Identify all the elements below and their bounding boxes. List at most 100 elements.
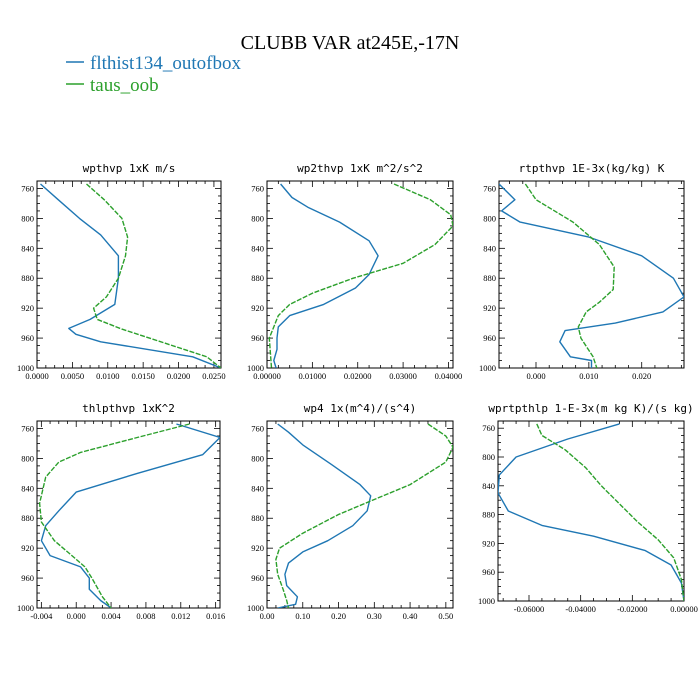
plot-frame: [266, 180, 454, 369]
x-tick-label: 0.012: [171, 611, 190, 621]
panels: wpthvp 1xK m/s76080084088092096010000.00…: [17, 162, 698, 621]
y-tick-label: 800: [251, 213, 264, 223]
legend: flthist134_outofbox taus_oob: [66, 53, 241, 96]
panel-2: wp2thvp 1xK m^2/s^2 760 800 840 880 920 960 100…: [247, 162, 462, 381]
series-group: [268, 183, 453, 368]
y-tick-label: 880: [482, 510, 495, 520]
legend-label-outofbox: flthist134_outofbox: [90, 53, 241, 74]
legend-label-taus: taus_oob: [90, 75, 159, 96]
panel-1: wpthvp 1xK m/s76080084088092096010000.00…: [17, 162, 226, 381]
series-group: [275, 423, 453, 608]
x-tick-label: 0.000: [526, 371, 545, 381]
series-line-outofbox: [498, 423, 684, 601]
y-tick-label: 800: [251, 453, 264, 463]
y-tick-label: 920: [251, 543, 264, 553]
y-tick-label: 840: [21, 243, 34, 253]
y-tick-label: 1000: [478, 596, 495, 606]
x-tick-label: 0.016: [206, 611, 225, 621]
panel-title: wpthvp 1xK m/s: [83, 162, 176, 175]
x-tick-label: 0.00: [260, 611, 275, 621]
figure-title: CLUBB VAR at245E,-17N: [241, 32, 460, 54]
y-tick-label: 920: [483, 303, 496, 313]
y-tick-label: 880: [21, 273, 34, 283]
y-tick-label: 960: [21, 333, 34, 343]
panel-4: thlpthvp 1xK^2 760 800 840 880 920 960 1000-0.0…: [17, 402, 225, 621]
y-tick-label: 800: [482, 452, 495, 462]
series-line-outofbox: [499, 183, 684, 368]
x-tick-label: 0.01000: [299, 371, 327, 381]
panel-title: wp2thvp 1xK m^2/s^2: [297, 162, 423, 175]
y-tick-label: 920: [251, 303, 264, 313]
x-tick-label: 0.03000: [389, 371, 417, 381]
x-tick-label: -0.04000: [565, 604, 595, 614]
y-tick-label: 1000: [17, 363, 34, 373]
x-tick-label: 0.010: [579, 371, 598, 381]
series-line-taus: [524, 183, 615, 368]
plot-frame: [36, 420, 221, 609]
y-tick-label: 920: [21, 543, 34, 553]
series-line-outofbox: [277, 423, 372, 608]
panel-3: rtpthvp 1E-3x(kg/kg) K 760 800 840 880 920 960…: [479, 162, 685, 381]
panel-title: rtpthvp 1E-3x(kg/kg) K: [519, 162, 665, 175]
x-tick-label: 0.0100: [96, 371, 119, 381]
x-tick-label: 0.50: [438, 611, 453, 621]
x-tick-label: 0.30: [367, 611, 382, 621]
panel-6: wprtpthlp 1-E-3x(m kg K)/(s kg) 760 800 840…: [478, 402, 698, 614]
y-tick-label: 840: [21, 483, 34, 493]
x-tick-label: 0.0000: [25, 371, 48, 381]
y-tick-label: 960: [482, 567, 495, 577]
y-tick-label: 800: [21, 213, 34, 223]
series-line-taus: [536, 423, 684, 601]
x-tick-label: 0.04000: [435, 371, 463, 381]
x-tick-label: 0.0050: [61, 371, 84, 381]
y-tick-label: 760: [482, 423, 495, 433]
y-tick-label: 1000: [247, 363, 264, 373]
panel-5: wp4 1x(m^4)/(s^4)76080084088092096010000…: [247, 402, 454, 621]
y-tick-label: 1000: [17, 603, 34, 613]
x-tick-label: 0.000: [67, 611, 86, 621]
x-tick-label: 0.004: [102, 611, 122, 621]
x-tick-label: 0.20: [331, 611, 346, 621]
y-tick-label: 920: [482, 538, 495, 548]
x-tick-label: 0.10: [295, 611, 310, 621]
y-tick-label: 960: [251, 333, 264, 343]
series-group: [38, 423, 220, 608]
x-tick-label: 0.0200: [167, 371, 190, 381]
series-group: [499, 183, 684, 368]
y-tick-label: 840: [251, 243, 264, 253]
x-tick-label: -0.004: [30, 611, 53, 621]
x-tick-label: 0.02000: [344, 371, 372, 381]
y-tick-label: 760: [21, 423, 34, 433]
y-tick-label: 1000: [479, 363, 496, 373]
y-tick-label: 760: [483, 183, 496, 193]
y-tick-label: 840: [251, 483, 264, 493]
y-tick-label: 880: [483, 273, 496, 283]
series-line-taus: [275, 423, 453, 608]
series-line-taus: [38, 423, 190, 608]
x-tick-label: 0.00000: [253, 371, 281, 381]
x-tick-label: 0.0250: [202, 371, 225, 381]
y-tick-label: 920: [21, 303, 34, 313]
x-tick-label: 0.008: [136, 611, 155, 621]
series-line-taus: [268, 183, 453, 368]
y-tick-label: 1000: [247, 603, 264, 613]
x-tick-label: -0.06000: [514, 604, 544, 614]
y-tick-label: 800: [483, 213, 496, 223]
series-group: [498, 423, 684, 601]
series-group: [40, 183, 221, 368]
y-tick-label: 840: [482, 481, 495, 491]
panel-title: wprtpthlp 1-E-3x(m kg K)/(s kg): [488, 402, 693, 415]
y-tick-label: 880: [251, 513, 264, 523]
series-line-outofbox: [273, 183, 379, 368]
x-tick-label: 0.40: [403, 611, 418, 621]
plot-frame: [36, 180, 222, 369]
series-line-outofbox: [40, 423, 220, 608]
y-tick-label: 960: [21, 573, 34, 583]
plot-frame: [497, 420, 685, 602]
panel-title: wp4 1x(m^4)/(s^4): [304, 402, 417, 415]
panel-title: thlpthvp 1xK^2: [82, 402, 175, 415]
y-tick-label: 960: [251, 573, 264, 583]
series-line-taus: [86, 183, 221, 368]
plot-frame: [498, 180, 685, 369]
